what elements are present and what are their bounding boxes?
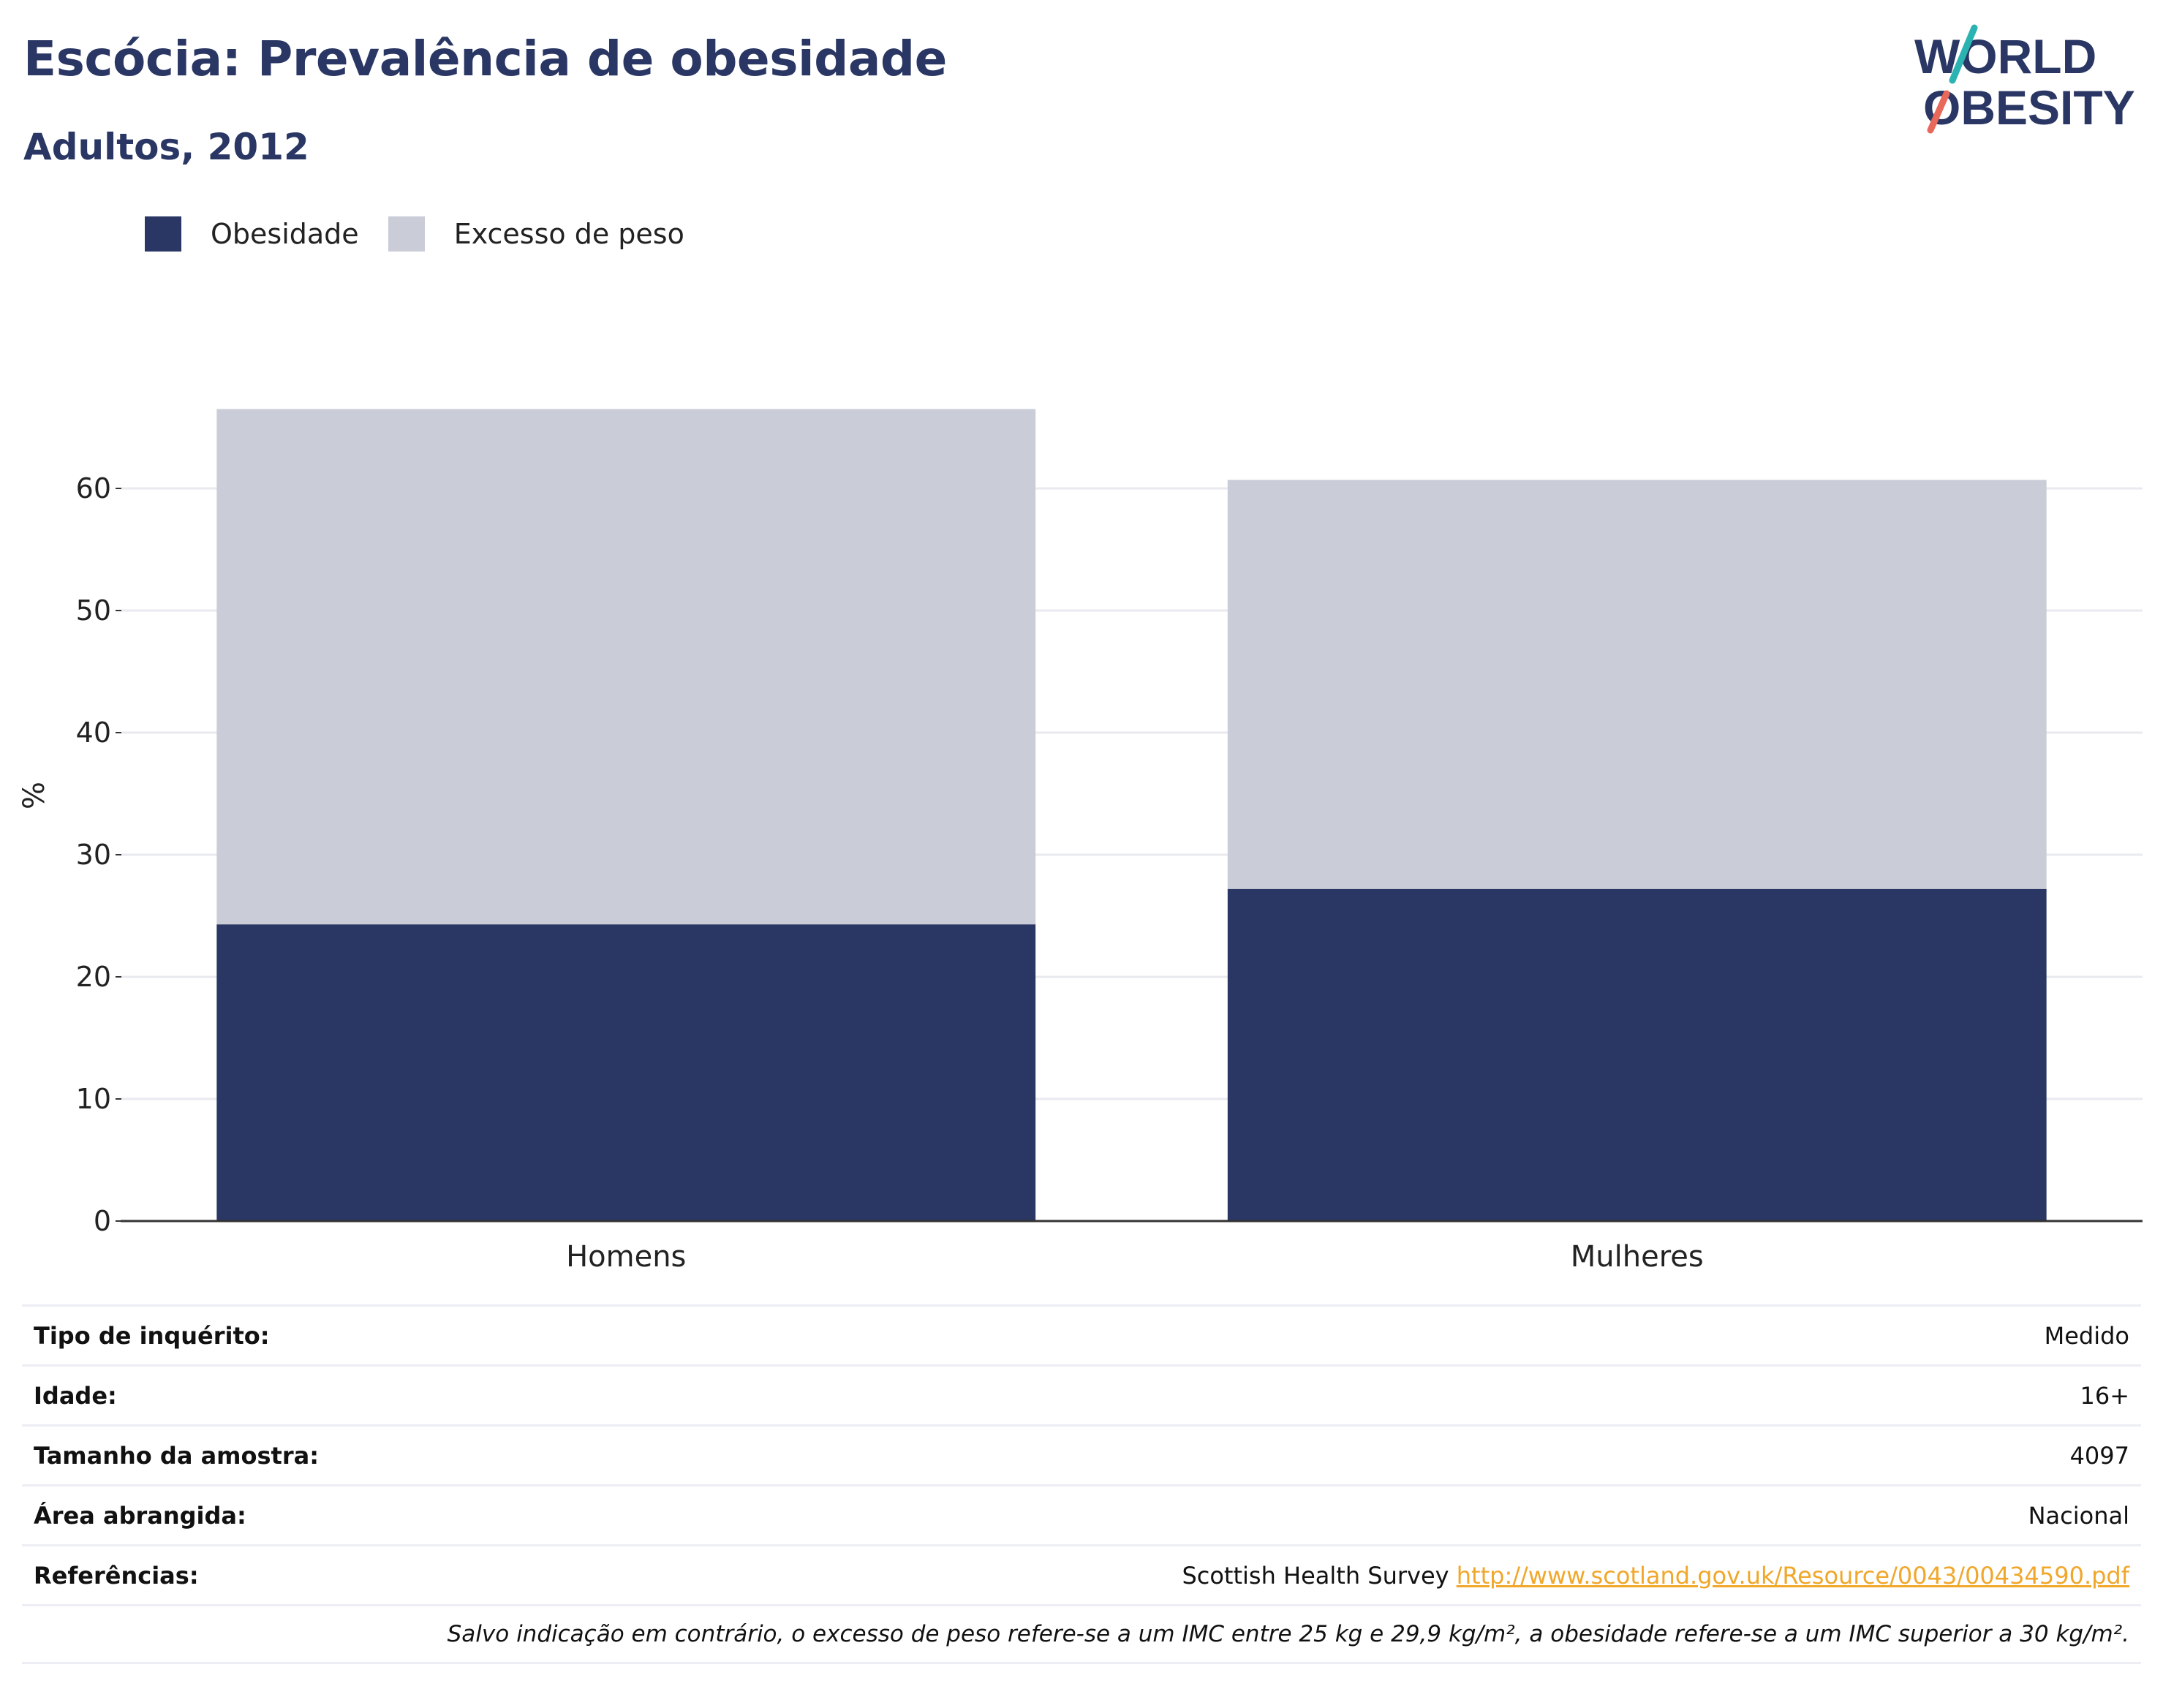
world-obesity-logo: WORLD OBESITY bbox=[1914, 24, 2135, 135]
bar-overweight-mulheres bbox=[1227, 480, 2047, 889]
meta-row-references: Referências: Scottish Health Survey http… bbox=[22, 1544, 2141, 1604]
reference-link[interactable]: http://www.scotland.gov.uk/Resource/0043… bbox=[1456, 1561, 2129, 1590]
y-tick-label: 0 bbox=[94, 1205, 111, 1237]
meta-label: Tipo de inquérito: bbox=[34, 1321, 270, 1350]
meta-label: Idade: bbox=[34, 1381, 117, 1410]
meta-label: Área abrangida: bbox=[34, 1501, 246, 1530]
x-tick-label: Homens bbox=[566, 1240, 686, 1272]
svg-text:WORLD: WORLD bbox=[1914, 29, 2096, 83]
reference-source: Scottish Health Survey bbox=[1182, 1561, 1457, 1590]
bar-obesity-homens bbox=[216, 924, 1036, 1221]
svg-text:OBESITY: OBESITY bbox=[1923, 80, 2135, 135]
meta-label: Tamanho da amostra: bbox=[34, 1441, 319, 1470]
meta-label: Referências: bbox=[34, 1561, 199, 1590]
definition-note: Salvo indicação em contrário, o excesso … bbox=[22, 1604, 2141, 1664]
meta-row-sample-size: Tamanho da amostra: 4097 bbox=[22, 1424, 2141, 1484]
survey-details: Tipo de inquérito: Medido Idade: 16+ Tam… bbox=[22, 1304, 2141, 1664]
meta-value: 16+ bbox=[2080, 1381, 2129, 1410]
y-tick-label: 10 bbox=[76, 1083, 111, 1115]
meta-row-age: Idade: 16+ bbox=[22, 1364, 2141, 1424]
y-tick-label: 20 bbox=[76, 961, 111, 993]
chart-subtitle: Adultos, 2012 bbox=[23, 126, 309, 168]
meta-value: Medido bbox=[2044, 1321, 2129, 1350]
chart-legend: Obesidade Excesso de peso bbox=[145, 216, 714, 252]
legend-item-obesity[interactable]: Obesidade bbox=[145, 216, 359, 252]
y-tick-label: 50 bbox=[76, 594, 111, 627]
y-tick-label: 60 bbox=[76, 472, 111, 505]
legend-label-overweight: Excesso de peso bbox=[453, 218, 684, 250]
x-tick-label: Mulheres bbox=[1571, 1240, 1704, 1272]
meta-row-survey-type: Tipo de inquérito: Medido bbox=[22, 1304, 2141, 1364]
y-axis-label: % bbox=[18, 782, 51, 809]
meta-value: Nacional bbox=[2028, 1501, 2129, 1530]
meta-row-area: Área abrangida: Nacional bbox=[22, 1484, 2141, 1544]
legend-swatch-overweight bbox=[388, 216, 425, 252]
y-tick-label: 30 bbox=[76, 839, 111, 871]
bar-overweight-homens bbox=[216, 409, 1036, 925]
legend-label-obesity: Obesidade bbox=[211, 218, 359, 250]
references-value: Scottish Health Survey http://www.scotla… bbox=[1182, 1562, 2129, 1590]
legend-item-overweight[interactable]: Excesso de peso bbox=[388, 216, 684, 252]
bar-chart: 0 10 20 30 40 50 60% Homens Mulheres bbox=[18, 409, 2143, 1272]
legend-swatch-obesity bbox=[145, 216, 181, 252]
bar-obesity-mulheres bbox=[1227, 888, 2047, 1221]
chart-title: Escócia: Prevalência de obesidade bbox=[23, 31, 947, 87]
y-tick-label: 40 bbox=[76, 717, 111, 749]
meta-value: 4097 bbox=[2069, 1441, 2129, 1470]
